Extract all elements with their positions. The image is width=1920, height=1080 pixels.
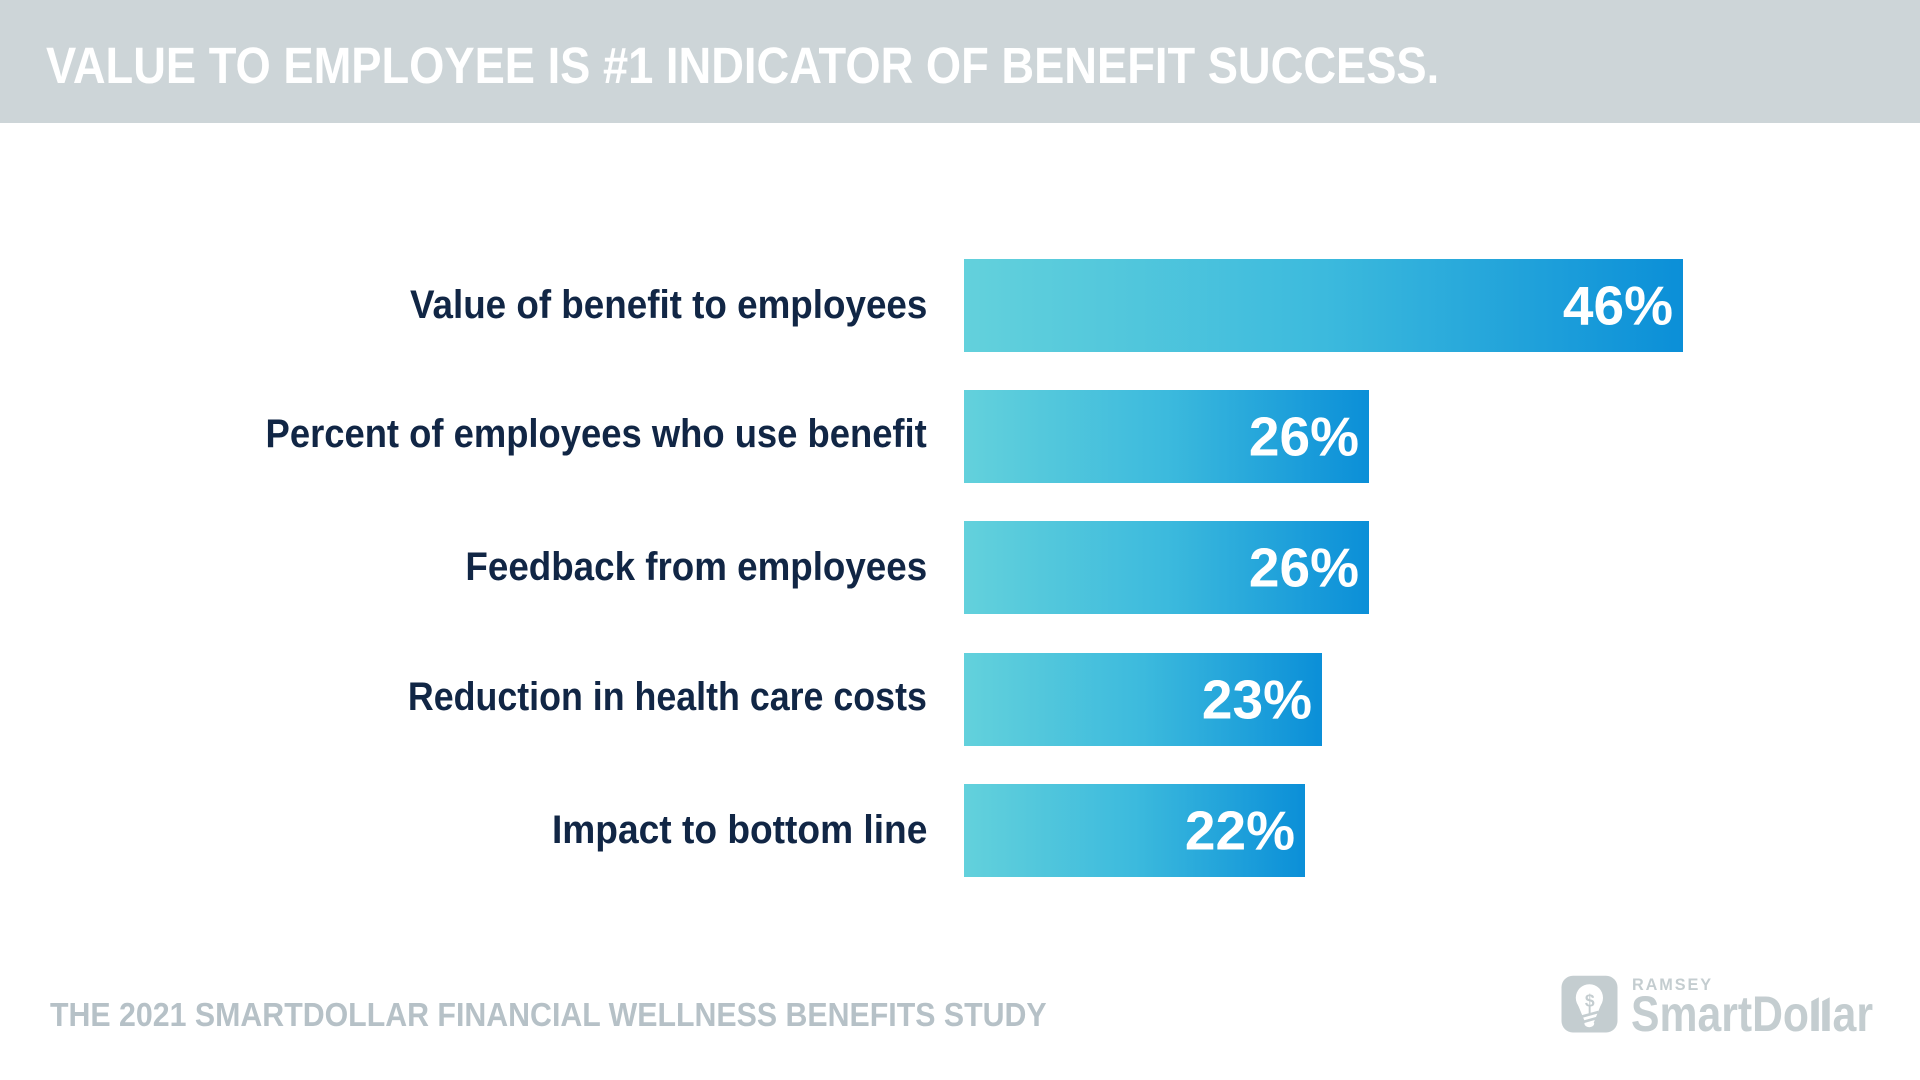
svg-text:RAMSEY: RAMSEY — [1632, 975, 1713, 994]
svg-text:ar: ar — [1833, 986, 1874, 1042]
svg-text:SmartDo: SmartDo — [1631, 986, 1809, 1042]
svg-text:$: $ — [1585, 991, 1595, 1011]
